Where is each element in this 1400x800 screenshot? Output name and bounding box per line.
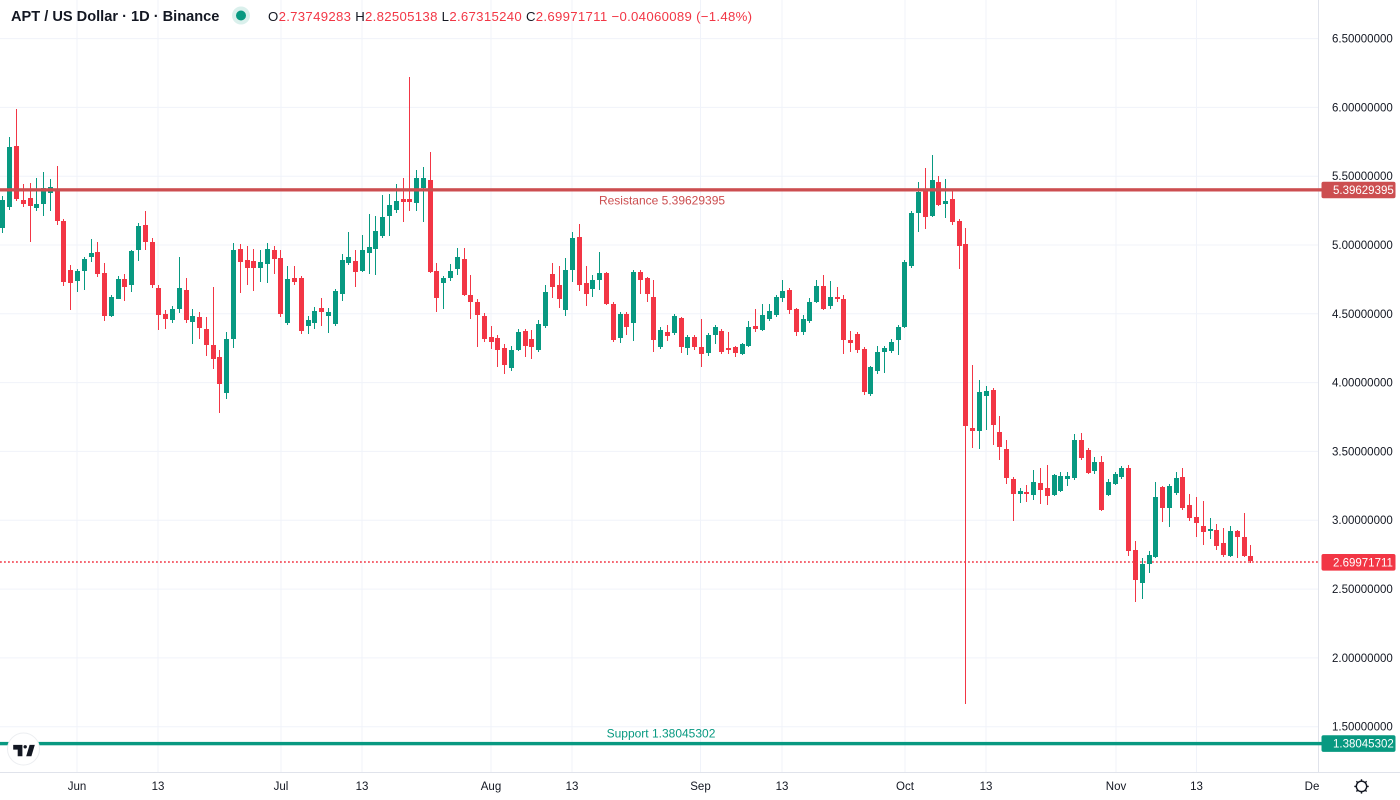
- svg-text:2.00000000: 2.00000000: [1332, 653, 1393, 665]
- svg-text:6.50000000: 6.50000000: [1332, 34, 1393, 46]
- svg-text:Oct: Oct: [896, 781, 915, 793]
- svg-text:De: De: [1305, 781, 1320, 793]
- svg-text:2.69971711: 2.69971711: [1333, 557, 1393, 569]
- svg-text:13: 13: [152, 781, 165, 793]
- svg-text:Jul: Jul: [274, 781, 289, 793]
- svg-text:6.00000000: 6.00000000: [1332, 102, 1393, 114]
- svg-text:APT / US Dollar · 1D · Binance: APT / US Dollar · 1D · Binance: [11, 9, 219, 25]
- svg-text:Jun: Jun: [68, 781, 87, 793]
- svg-text:13: 13: [776, 781, 789, 793]
- svg-text:4.00000000: 4.00000000: [1332, 378, 1393, 390]
- svg-text:5.39629395: 5.39629395: [1333, 185, 1394, 197]
- svg-text:Aug: Aug: [481, 781, 501, 793]
- svg-text:2.50000000: 2.50000000: [1332, 584, 1393, 596]
- svg-text:13: 13: [1190, 781, 1203, 793]
- svg-text:Sep: Sep: [690, 781, 710, 793]
- svg-text:13: 13: [356, 781, 369, 793]
- svg-text:Nov: Nov: [1106, 781, 1127, 793]
- svg-text:5.50000000: 5.50000000: [1332, 171, 1393, 183]
- svg-text:4.50000000: 4.50000000: [1332, 309, 1393, 321]
- svg-text:1.50000000: 1.50000000: [1332, 722, 1393, 734]
- svg-text:5.00000000: 5.00000000: [1332, 240, 1393, 252]
- svg-text:Support 1.38045302: Support 1.38045302: [607, 726, 716, 740]
- svg-text:3.00000000: 3.00000000: [1332, 515, 1393, 527]
- svg-text:13: 13: [980, 781, 993, 793]
- svg-text:Resistance 5.39629395: Resistance 5.39629395: [599, 194, 725, 208]
- svg-text:1.38045302: 1.38045302: [1333, 739, 1394, 751]
- svg-text:O2.73749283 H2.82505138 L2.673: O2.73749283 H2.82505138 L2.67315240 C2.6…: [268, 9, 752, 24]
- svg-text:3.50000000: 3.50000000: [1332, 446, 1393, 458]
- svg-text:13: 13: [566, 781, 579, 793]
